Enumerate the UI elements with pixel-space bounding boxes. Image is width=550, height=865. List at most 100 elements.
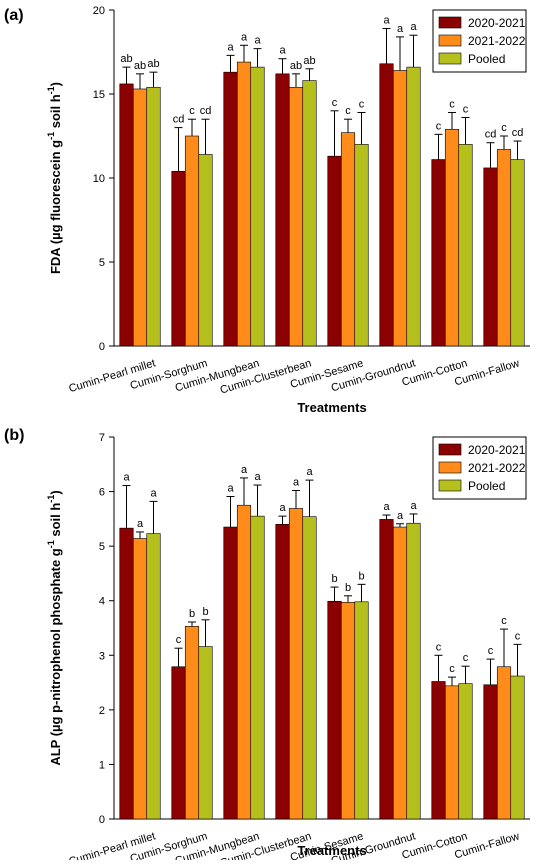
significance-label: c (332, 97, 338, 109)
legend-swatch (438, 443, 462, 456)
y-tick-label: 3 (99, 650, 105, 662)
significance-label: b (202, 606, 208, 618)
bar-2020-2021-Cumin-Clusterbean (275, 73, 290, 347)
y-tick-label: 5 (99, 541, 105, 553)
legend: 2020-2021 2021-2022 Pooled (432, 436, 527, 500)
bar-2021-2022-Cumin-Clusterbean (288, 86, 304, 347)
significance-label: cd (485, 129, 497, 141)
bar-Pooled-Cumin-Sorghum (198, 154, 213, 347)
bar-Pooled-Cumin-Clusterbean (302, 80, 317, 347)
legend-label: 2021-2022 (468, 461, 526, 475)
significance-label: a (383, 14, 390, 26)
bar-Pooled-Cumin-Fallow (510, 675, 525, 820)
y-axis-title-superscript: -1 (46, 86, 56, 94)
bar-2021-2022-Cumin-Sesame (340, 132, 356, 347)
bar-2020-2021-Cumin-Sesame (327, 155, 342, 347)
bar-2021-2022-Cumin-Sorghum (184, 135, 200, 347)
significance-label: c (488, 645, 494, 657)
y-axis-title: ALP (µg p-nitrophenol phosphate g-1 soil… (46, 490, 63, 765)
significance-label: cd (512, 127, 524, 139)
x-axis-title: Treatments (297, 843, 366, 858)
significance-label: b (189, 608, 195, 620)
significance-label: ab (134, 60, 146, 72)
y-axis-title: FDA (µg fluorescein g-1 soil h-1) (46, 82, 63, 274)
bar-Pooled-Cumin-Pearl millet (146, 86, 161, 347)
bar-2021-2022-Cumin-Clusterbean (288, 508, 304, 820)
y-tick-label: 6 (99, 487, 105, 499)
y-axis-title-part: ) (48, 490, 63, 494)
significance-label: ab (120, 53, 132, 65)
bar-Pooled-Cumin-Sesame (354, 144, 369, 347)
legend-swatch (438, 34, 462, 47)
bar-2020-2021-Cumin-Pearl millet (119, 527, 134, 820)
bar-2021-2022-Cumin-Pearl millet (132, 88, 148, 347)
significance-label: c (189, 105, 195, 117)
y-tick-label: 0 (99, 341, 105, 353)
y-tick-label: 10 (93, 173, 105, 185)
bar-Pooled-Cumin-Sesame (354, 601, 369, 820)
legend-label: Pooled (468, 52, 505, 66)
significance-label: c (463, 104, 469, 116)
significance-label: c (436, 120, 442, 132)
significance-label: c (449, 663, 455, 675)
significance-label: ab (303, 55, 315, 67)
significance-label: a (306, 466, 313, 478)
y-tick-label: 2 (99, 705, 105, 717)
bar-2020-2021-Cumin-Fallow (483, 167, 498, 347)
bar-Pooled-Cumin-Cotton (458, 144, 473, 347)
legend-swatch (438, 52, 462, 65)
bar-2020-2021-Cumin-Sorghum (171, 170, 186, 347)
significance-label: a (241, 464, 248, 476)
bar-2021-2022-Cumin-Sorghum (184, 626, 200, 820)
significance-label: a (279, 502, 286, 514)
significance-label: a (383, 501, 390, 513)
bar-2020-2021-Cumin-Fallow (483, 684, 498, 820)
significance-label: a (279, 45, 286, 57)
bar-2021-2022-Cumin-Groundnut (392, 70, 408, 347)
legend-swatch (438, 16, 462, 29)
significance-label: a (227, 41, 234, 53)
legend-label: 2021-2022 (468, 34, 526, 48)
y-tick-label: 0 (99, 814, 105, 826)
bar-2021-2022-Cumin-Mungbean (236, 61, 252, 347)
y-tick-label: 7 (99, 432, 105, 444)
bar-2020-2021-Cumin-Mungbean (223, 71, 238, 347)
significance-label: cd (173, 114, 185, 126)
significance-label: c (501, 122, 507, 134)
significance-label: c (515, 630, 521, 642)
significance-label: c (436, 641, 442, 653)
significance-label: c (176, 634, 182, 646)
bar-2021-2022-Cumin-Fallow (496, 666, 512, 820)
significance-label: b (331, 573, 337, 585)
y-tick-label: 4 (99, 596, 105, 608)
y-tick-label: 20 (93, 5, 105, 17)
bar-2020-2021-Cumin-Mungbean (223, 526, 238, 820)
y-tick-label: 1 (99, 759, 105, 771)
significance-label: c (345, 105, 351, 117)
panel-label: (b) (4, 427, 24, 444)
bar-2021-2022-Cumin-Mungbean (236, 504, 252, 820)
y-axis-title-part: ALP (µg p-nitrophenol phosphate g (48, 548, 63, 765)
y-axis-title-part: soil h (48, 94, 63, 132)
significance-label: a (410, 500, 417, 512)
x-axis-title: Treatments (297, 400, 366, 415)
bar-Pooled-Cumin-Clusterbean (302, 516, 317, 820)
significance-label: a (227, 482, 234, 494)
bar-2021-2022-Cumin-Groundnut (392, 526, 408, 820)
significance-label: a (137, 518, 144, 530)
bar-2020-2021-Cumin-Groundnut (379, 519, 394, 820)
legend-swatch (438, 461, 462, 474)
significance-label: ab (147, 58, 159, 70)
bar-Pooled-Cumin-Mungbean (250, 515, 265, 820)
legend-label: Pooled (468, 479, 505, 493)
legend: 2020-2021 2021-2022 Pooled (432, 9, 527, 73)
bar-Pooled-Cumin-Cotton (458, 683, 473, 820)
y-tick-label: 5 (99, 257, 105, 269)
significance-label: c (501, 615, 507, 627)
significance-label: b (358, 570, 364, 582)
bar-Pooled-Cumin-Groundnut (406, 66, 421, 347)
